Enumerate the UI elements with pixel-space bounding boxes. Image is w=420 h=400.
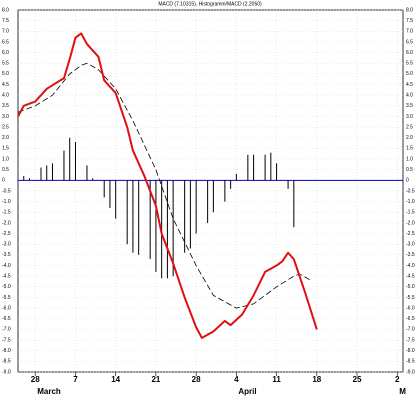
y-tick-label: 5.0: [2, 71, 9, 77]
y-tick-label: -5.5: [2, 295, 11, 301]
y-tick-label: 6.0: [2, 50, 9, 56]
y-tick-label-right: -8.5: [406, 359, 415, 365]
month-label: M: [399, 387, 406, 396]
y-tick-label: -1.5: [2, 210, 11, 216]
y-tick-label: 3.5: [2, 103, 9, 109]
y-tick-label-right: 3.0: [406, 114, 413, 120]
y-tick-label-right: -4.0: [406, 263, 415, 269]
y-tick-label: -8.0: [2, 348, 11, 354]
y-tick-label-right: -8.0: [406, 348, 415, 354]
y-tick-label: 0.5: [2, 167, 9, 173]
y-tick-label: -0.5: [2, 188, 11, 194]
y-tick-label: 6.5: [2, 39, 9, 45]
y-tick-label: 2.0: [2, 135, 9, 141]
x-tick-label: 11: [272, 375, 281, 384]
y-tick-label-right: -7.0: [406, 327, 415, 333]
y-tick-label-right: -0.5: [406, 188, 415, 194]
y-tick-label-right: -4.5: [406, 274, 415, 280]
x-tick-label: 2: [395, 375, 400, 384]
y-tick-label: 7.5: [2, 18, 9, 24]
y-tick-label-right: -9.0: [406, 369, 415, 375]
y-tick-label-right: -6.5: [406, 316, 415, 322]
month-label: March: [37, 387, 61, 396]
y-tick-label-right: -2.0: [406, 220, 415, 226]
x-tick-label: 14: [111, 375, 120, 384]
y-tick-label: -7.5: [2, 337, 11, 343]
y-tick-label: -6.0: [2, 305, 11, 311]
y-tick-label: -5.0: [2, 284, 11, 290]
y-tick-label-right: 5.0: [406, 71, 413, 77]
y-tick-label: -3.5: [2, 252, 11, 258]
y-tick-label-right: -7.5: [406, 337, 415, 343]
y-tick-label-right: 0.5: [406, 167, 413, 173]
x-tick-label: 21: [151, 375, 160, 384]
y-tick-label-right: 8.0: [406, 7, 413, 13]
month-label: April: [238, 387, 256, 396]
y-tick-label-right: 0: [406, 178, 409, 184]
y-tick-label: 8.0: [2, 7, 9, 13]
y-tick-label: 1.0: [2, 156, 9, 162]
y-tick-label: -1.0: [2, 199, 11, 205]
y-tick-label-right: 7.0: [406, 29, 413, 35]
x-tick-label: 18: [312, 375, 321, 384]
chart-title: MACD (7.10315), Histogramm/MACD (2.2050): [158, 1, 262, 7]
y-tick-label: -7.0: [2, 327, 11, 333]
y-tick-label-right: 7.5: [406, 18, 413, 24]
series-line: [17, 32, 318, 339]
y-tick-label: 4.5: [2, 82, 9, 88]
y-tick-label-right: -5.0: [406, 284, 415, 290]
y-tick-label-right: 4.0: [406, 93, 413, 99]
y-tick-label: -3.0: [2, 242, 11, 248]
y-tick-label-right: 1.0: [406, 156, 413, 162]
y-tick-label-right: -1.0: [406, 199, 415, 205]
y-tick-label-right: -2.5: [406, 231, 415, 237]
y-tick-label: 4.0: [2, 93, 9, 99]
y-tick-label-right: -3.5: [406, 252, 415, 258]
x-tick-label: 7: [73, 375, 78, 384]
y-tick-label-right: -1.5: [406, 210, 415, 216]
y-tick-label: 1.5: [2, 146, 9, 152]
series-line: [17, 62, 312, 309]
x-tick-label: 25: [353, 375, 362, 384]
y-tick-label-right: 1.5: [406, 146, 413, 152]
y-tick-label: 0: [2, 178, 5, 184]
y-tick-label-right: -3.0: [406, 242, 415, 248]
y-tick-label: -4.5: [2, 274, 11, 280]
y-tick-label: -6.5: [2, 316, 11, 322]
y-tick-label: -4.0: [2, 263, 11, 269]
y-tick-label-right: -5.5: [406, 295, 415, 301]
y-tick-label: -9.0: [2, 369, 11, 375]
y-tick-label-right: 5.5: [406, 61, 413, 67]
y-tick-label-right: 2.0: [406, 135, 413, 141]
y-tick-label-right: 6.5: [406, 39, 413, 45]
y-tick-label-right: 3.5: [406, 103, 413, 109]
y-tick-label-right: 6.0: [406, 50, 413, 56]
x-tick-label: 28: [31, 375, 40, 384]
y-tick-label: -2.5: [2, 231, 11, 237]
y-tick-label: -2.0: [2, 220, 11, 226]
y-tick-label-right: 2.5: [406, 124, 413, 130]
y-tick-label-right: 4.5: [406, 82, 413, 88]
y-tick-label-right: -6.0: [406, 305, 415, 311]
y-tick-label: 5.5: [2, 61, 9, 67]
x-tick-label: 28: [192, 375, 201, 384]
x-tick-label: 4: [234, 375, 239, 384]
y-tick-label: 2.5: [2, 124, 9, 130]
y-tick-label: -8.5: [2, 359, 11, 365]
y-tick-label: 3.0: [2, 114, 9, 120]
y-tick-label: 7.0: [2, 29, 9, 35]
